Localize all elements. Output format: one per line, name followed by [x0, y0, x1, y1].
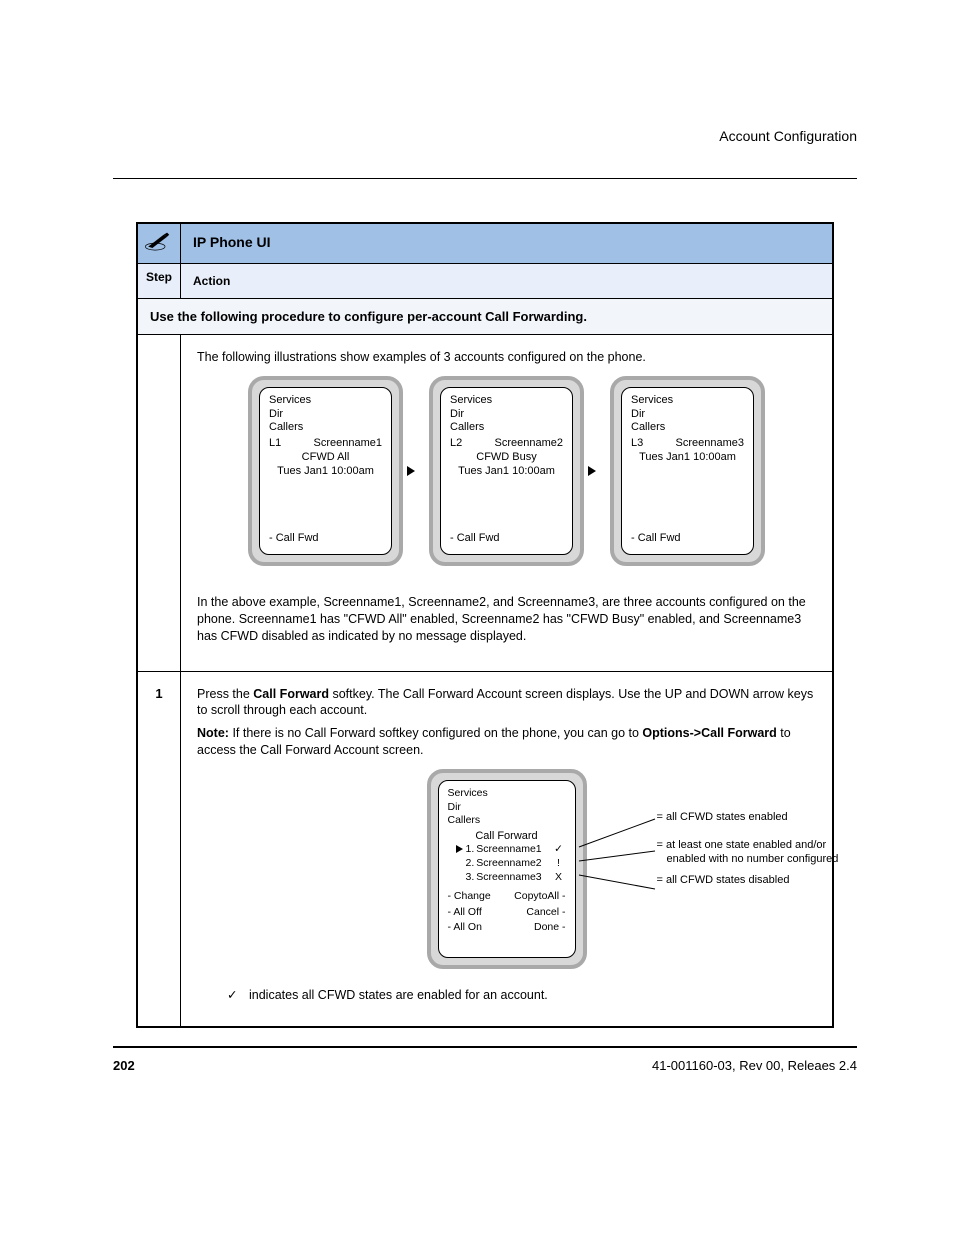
phone-mock-3: Services Dir Callers L3 Screenname3 Tues… [610, 376, 765, 566]
procedure-table: IP Phone UI Step Action Use the followin… [136, 222, 834, 1028]
cf-allon: - All On [448, 921, 482, 935]
step1-explain: In the above example, Screenname1, Scree… [197, 594, 816, 645]
intro-text: Use the following procedure to configure… [138, 299, 832, 334]
col-action: Action [181, 264, 832, 298]
cf-row-3: 3. Screenname3 X [456, 871, 566, 885]
ph3-name: Screenname3 [676, 437, 745, 451]
ph2-time: Tues Jan1 10:00am [450, 465, 563, 479]
header-rule [113, 178, 857, 179]
ph2-services: Services [450, 394, 563, 408]
ph3-foot: - Call Fwd [631, 532, 744, 546]
ph2-dir: Dir [450, 408, 563, 422]
phone-mock-cf: Services Dir Callers Call Forward 1. Scr… [427, 769, 587, 969]
step2-note: Note: Note: If there is no Call Forward … [197, 725, 816, 759]
step-content-2: Press the Call Forward softkey. The Call… [181, 672, 832, 1026]
phone-mock-2: Services Dir Callers L2 Screenname2 CFWD… [429, 376, 584, 566]
illus-lead: The following illustrations show example… [197, 349, 816, 366]
cf-row-1: 1. Screenname1 ✓ [456, 843, 566, 857]
step-number-1: 1 [138, 672, 181, 1026]
page-header: Account Configuration [113, 128, 857, 144]
key-check-icon: ✓ [227, 987, 249, 1004]
ph2-callers: Callers [450, 421, 563, 435]
step-content-1: The following illustrations show example… [181, 335, 832, 671]
arrow-2 [584, 460, 600, 482]
warn-icon: ! [552, 857, 566, 871]
footer-right: 41-001160-03, Rev 00, Releaes 2.4 [652, 1058, 857, 1073]
ph1-line: L1 [269, 437, 281, 451]
ph1-status: CFWD All [269, 451, 382, 465]
icon-cell [138, 224, 181, 263]
step2-text-a: Press the Call Forward softkey. The Call… [197, 686, 816, 720]
ph1-foot: - Call Fwd [269, 532, 382, 546]
ph2-foot: - Call Fwd [450, 532, 563, 546]
ph1-name: Screenname1 [314, 437, 383, 451]
cf-alloff: - All Off [448, 906, 482, 920]
phone-mock-1: Services Dir Callers L1 Screenname1 CFWD… [248, 376, 403, 566]
ph3-callers: Callers [631, 421, 744, 435]
ph3-services: Services [631, 394, 744, 408]
cf-title: Call Forward [448, 829, 566, 843]
x-icon: X [552, 871, 566, 885]
cf-done: Done - [534, 921, 566, 935]
single-phone-wrap: Services Dir Callers Call Forward 1. Scr… [197, 769, 816, 969]
ph3-line: L3 [631, 437, 643, 451]
anno-labels: = all CFWD states enabled = at least one… [657, 811, 867, 888]
ph1-services: Services [269, 394, 382, 408]
footer-left: 202 [113, 1058, 135, 1073]
col-step: Step [138, 264, 181, 298]
cf-change: - Change [448, 890, 491, 904]
step-blank [138, 335, 181, 671]
ph1-callers: Callers [269, 421, 382, 435]
phone-row: Services Dir Callers L1 Screenname1 CFWD… [197, 376, 816, 566]
key-a-text: indicates all CFWD states are enabled fo… [249, 987, 548, 1004]
ph3-dir: Dir [631, 408, 744, 422]
footer-rule [113, 1046, 857, 1048]
ph3-time: Tues Jan1 10:00am [631, 451, 744, 465]
cf-dir: Dir [448, 801, 566, 815]
ph1-time: Tues Jan1 10:00am [269, 465, 382, 479]
pen-icon [144, 230, 172, 252]
arrow-1 [403, 460, 419, 482]
cf-copytoall: CopytoAll - [514, 890, 565, 904]
ph2-name: Screenname2 [495, 437, 564, 451]
ph1-dir: Dir [269, 408, 382, 422]
key-list: ✓ indicates all CFWD states are enabled … [227, 987, 796, 1004]
cf-callers: Callers [448, 814, 566, 828]
banner-title: IP Phone UI [181, 224, 832, 263]
check-icon: ✓ [552, 843, 566, 857]
cf-cancel: Cancel - [526, 906, 565, 920]
cf-row-2: 2. Screenname2 ! [456, 857, 566, 871]
cf-services: Services [448, 787, 566, 801]
ph2-status: CFWD Busy [450, 451, 563, 465]
header-right: Account Configuration [719, 128, 857, 144]
ph2-line: L2 [450, 437, 462, 451]
